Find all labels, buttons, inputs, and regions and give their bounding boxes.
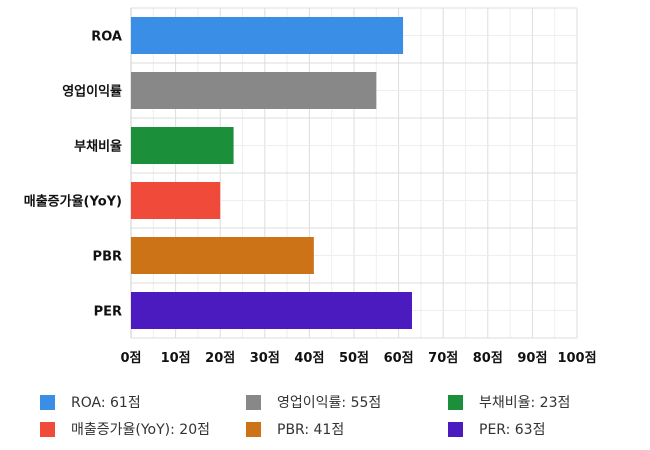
legend-item[interactable]: ROA: 61점 bbox=[40, 392, 141, 412]
bar-3[interactable] bbox=[131, 182, 221, 219]
y-tick-label: 매출증가율(YoY) bbox=[24, 194, 122, 210]
x-tick-label: 90점 bbox=[517, 351, 547, 366]
legend-swatch bbox=[40, 394, 55, 410]
y-tick-label: ROA bbox=[91, 30, 122, 45]
x-tick-label: 80점 bbox=[473, 351, 503, 366]
y-tick-label: PER bbox=[94, 305, 122, 320]
legend-label: 부채비율: 23점 bbox=[479, 395, 571, 411]
legend-item[interactable]: 부채비율: 23점 bbox=[448, 392, 570, 412]
legend-label: ROA: 61점 bbox=[71, 395, 141, 411]
legend-swatch bbox=[40, 421, 55, 437]
legend-item[interactable]: 매출증가율(YoY): 20점 bbox=[40, 419, 210, 439]
bar-4[interactable] bbox=[131, 237, 314, 274]
y-tick-label: PBR bbox=[93, 250, 122, 265]
legend-swatch bbox=[246, 394, 261, 410]
bar-2[interactable] bbox=[131, 127, 234, 164]
x-tick-label: 20점 bbox=[205, 351, 235, 366]
bars bbox=[131, 17, 412, 329]
legend-label: 영업이익률: 55점 bbox=[277, 395, 382, 411]
legend-swatch bbox=[448, 421, 463, 437]
legend-swatch bbox=[246, 421, 261, 437]
bar-1[interactable] bbox=[131, 72, 377, 109]
legend-label: PBR: 41점 bbox=[277, 422, 345, 438]
legend-item[interactable]: PER: 63점 bbox=[448, 419, 545, 439]
x-axis-labels: 0점 10점 20점 30점 40점 50점 60점 70점 80점 90점 100점 bbox=[120, 351, 596, 366]
x-tick-label: 70점 bbox=[428, 351, 458, 366]
legend-swatch bbox=[448, 394, 463, 410]
legend-label: PER: 63점 bbox=[479, 422, 546, 438]
legend-label: 매출증가율(YoY): 20점 bbox=[71, 422, 210, 438]
legend-item[interactable]: PBR: 41점 bbox=[246, 419, 344, 439]
x-tick-label: 10점 bbox=[161, 351, 191, 366]
x-tick-label: 0점 bbox=[120, 351, 141, 366]
y-tick-label: 부채비율 bbox=[74, 139, 122, 155]
y-tick-label: 영업이익률 bbox=[62, 84, 122, 100]
x-tick-label: 100점 bbox=[557, 351, 596, 366]
legend-item[interactable]: 영업이익률: 55점 bbox=[246, 392, 381, 412]
x-tick-label: 40점 bbox=[294, 351, 324, 366]
grid bbox=[130, 7, 578, 339]
bar-5[interactable] bbox=[131, 292, 412, 329]
x-tick-label: 50점 bbox=[339, 351, 369, 366]
bar-0[interactable] bbox=[131, 17, 404, 54]
x-tick-label: 60점 bbox=[384, 351, 414, 366]
x-tick-label: 30점 bbox=[250, 351, 280, 366]
